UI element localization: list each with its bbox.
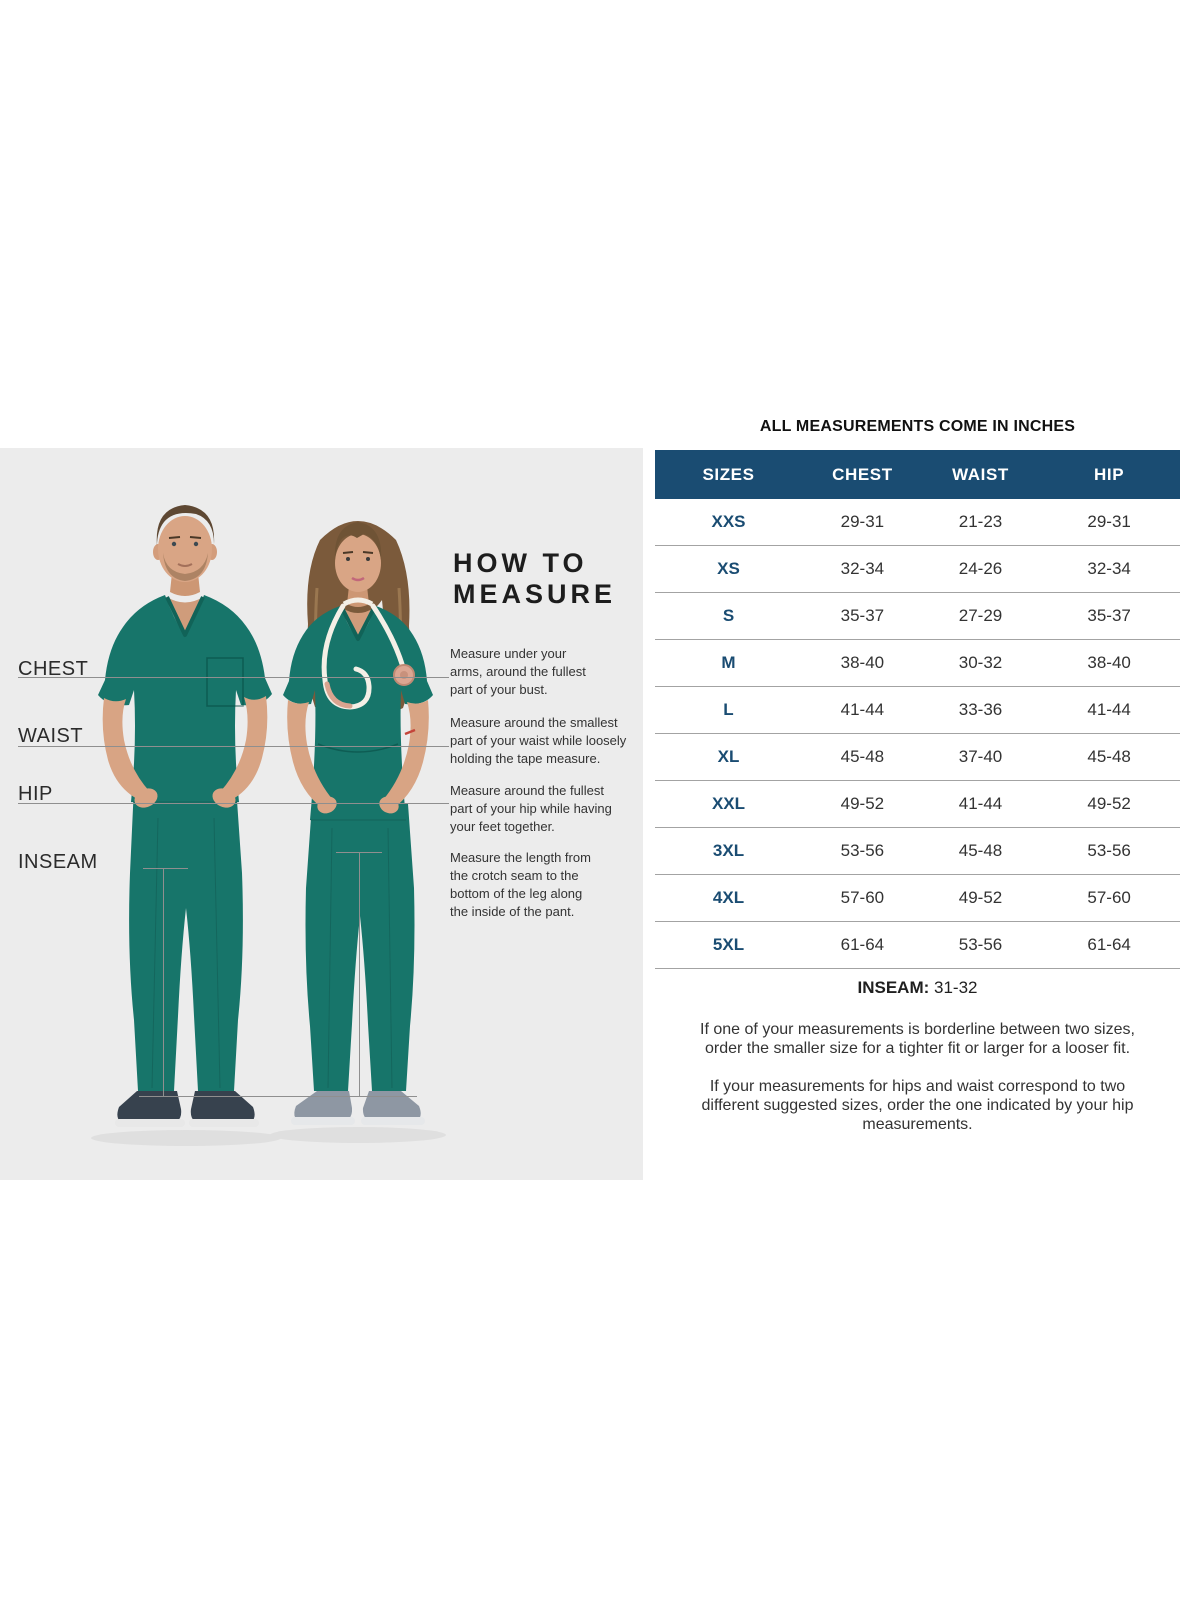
waist-cell: 37-40	[922, 733, 1039, 781]
column-header-waist: WAIST	[922, 450, 1039, 499]
size-table-row: XXS 29-31 21-23 29-31	[655, 499, 1180, 546]
hip-cell: 35-37	[1038, 592, 1180, 640]
hip-cell: 45-48	[1038, 733, 1180, 781]
fit-note-borderline: If one of your measurements is borderlin…	[700, 1021, 1135, 1057]
size-cell: M	[655, 639, 802, 687]
inseam-guide-man-vertical	[163, 868, 164, 1096]
size-table-header: SIZES CHEST WAIST HIP	[655, 450, 1180, 499]
size-cell: XL	[655, 733, 802, 781]
column-header-chest: CHEST	[802, 450, 923, 499]
fit-note-hip-priority: If your measurements for hips and waist …	[701, 1078, 1134, 1133]
size-table-row: 5XL 61-64 53-56 61-64	[655, 921, 1180, 969]
waist-cell: 49-52	[922, 874, 1039, 922]
chest-cell: 57-60	[802, 874, 923, 922]
size-table-row: XS 32-34 24-26 32-34	[655, 545, 1180, 593]
size-table-row: M 38-40 30-32 38-40	[655, 639, 1180, 687]
waist-cell: 53-56	[922, 921, 1039, 969]
chest-label: CHEST	[18, 658, 89, 680]
size-table-row: S 35-37 27-29 35-37	[655, 592, 1180, 640]
chest-instruction: Measure under your arms, around the full…	[450, 646, 586, 697]
chest-cell: 45-48	[802, 733, 923, 781]
waist-cell: 21-23	[922, 499, 1039, 546]
size-cell: XXS	[655, 499, 802, 546]
chest-cell: 29-31	[802, 499, 923, 546]
size-cell: 4XL	[655, 874, 802, 922]
chest-cell: 49-52	[802, 780, 923, 828]
waist-label: WAIST	[18, 725, 84, 747]
hip-cell: 41-44	[1038, 686, 1180, 734]
inseam-guide-bottom	[139, 1096, 417, 1097]
hip-cell: 32-34	[1038, 545, 1180, 593]
inseam-label: INSEAM	[18, 851, 98, 873]
waist-cell: 24-26	[922, 545, 1039, 593]
size-cell: XXL	[655, 780, 802, 828]
size-table: SIZES CHEST WAIST HIP XXS 29-31 21-23 29…	[655, 450, 1180, 969]
size-cell: XS	[655, 545, 802, 593]
size-table-row: 3XL 53-56 45-48 53-56	[655, 827, 1180, 875]
waist-cell: 30-32	[922, 639, 1039, 687]
chest-cell: 38-40	[802, 639, 923, 687]
size-chart-title: ALL MEASUREMENTS COME IN INCHES	[759, 418, 1076, 435]
hip-instruction: Measure around the fullest part of your …	[450, 783, 612, 834]
inseam-note: INSEAM: 31-32	[655, 978, 1180, 998]
hip-measure-line	[18, 803, 449, 804]
inseam-guide-man-top	[143, 868, 188, 869]
waist-cell: 41-44	[922, 780, 1039, 828]
hip-cell: 49-52	[1038, 780, 1180, 828]
hip-cell: 38-40	[1038, 639, 1180, 687]
size-chart-section: ALL MEASUREMENTS COME IN INCHES SIZES CH…	[655, 415, 1180, 1134]
chest-cell: 32-34	[802, 545, 923, 593]
size-cell: 5XL	[655, 921, 802, 969]
chest-measure-line	[18, 677, 449, 678]
chest-cell: 53-56	[802, 827, 923, 875]
waist-instruction: Measure around the smallest part of your…	[450, 715, 627, 766]
how-to-measure-panel: CHEST WAIST HIP INSEAM HOW TO MEASURE Me…	[0, 448, 643, 1180]
how-to-measure-heading: HOW TO MEASURE	[453, 548, 617, 609]
inseam-guide-woman-vertical	[359, 852, 360, 1096]
waist-cell: 27-29	[922, 592, 1039, 640]
chest-cell: 35-37	[802, 592, 923, 640]
hip-cell: 29-31	[1038, 499, 1180, 546]
size-table-row: XXL 49-52 41-44 49-52	[655, 780, 1180, 828]
size-table-row: XL 45-48 37-40 45-48	[655, 733, 1180, 781]
waist-measure-line	[18, 746, 449, 747]
column-header-sizes: SIZES	[655, 450, 802, 499]
male-model-figure	[91, 505, 281, 1146]
models-illustration	[91, 505, 446, 1146]
waist-cell: 33-36	[922, 686, 1039, 734]
inseam-note-value: 31-32	[934, 978, 978, 997]
size-table-body: XXS 29-31 21-23 29-31 XS 32-34 24-26 32-…	[655, 499, 1180, 969]
hip-cell: 57-60	[1038, 874, 1180, 922]
size-table-row: 4XL 57-60 49-52 57-60	[655, 874, 1180, 922]
size-table-row: L 41-44 33-36 41-44	[655, 686, 1180, 734]
column-header-hip: HIP	[1038, 450, 1180, 499]
hip-cell: 61-64	[1038, 921, 1180, 969]
chest-cell: 41-44	[802, 686, 923, 734]
hip-label: HIP	[18, 783, 53, 805]
waist-cell: 45-48	[922, 827, 1039, 875]
size-cell: S	[655, 592, 802, 640]
hip-cell: 53-56	[1038, 827, 1180, 875]
female-model-figure	[270, 521, 446, 1143]
inseam-instruction: Measure the length from the crotch seam …	[450, 850, 591, 919]
size-cell: L	[655, 686, 802, 734]
inseam-note-label: INSEAM:	[857, 978, 930, 997]
stethoscope-icon	[321, 597, 415, 710]
chest-cell: 61-64	[802, 921, 923, 969]
size-cell: 3XL	[655, 827, 802, 875]
